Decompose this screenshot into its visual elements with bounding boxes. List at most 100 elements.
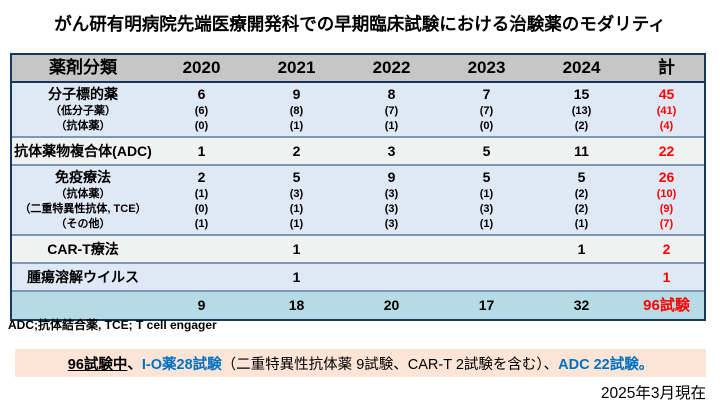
year-value-cell: 5 [577,169,586,185]
table-subrow: （低分子薬） (6) (8) (7) (7) (13) (41) [12,104,704,119]
total-value-cell: 22 [658,143,675,159]
year-value-cell: (8) [289,105,304,117]
year-value-cell: 17 [478,297,495,313]
year-value-cell: (6) [194,105,209,117]
row-label: 腫瘍溶解ウイルス [27,269,139,285]
row-label: 抗体薬物複合体(ADC) [14,143,152,159]
year-value-cell: 9 [387,169,396,185]
year-value-cell: 18 [288,297,305,313]
summary-highlight-box: 96試験中、 I-O薬28試験 （二重特異性抗体薬 9試験、CAR-T 2試験を含む… [15,349,706,377]
table-subrow: （抗体薬） (1) (3) (3) (1) (2) (10) [12,187,704,202]
year-value-cell: 20 [383,297,400,313]
table-row: 9 18 20 17 32 96試験 [12,294,704,317]
row-label: （二重特異性抗体, TCE） [19,203,147,215]
row-label: 免疫療法 [55,169,111,185]
abbreviation-footnote: ADC;抗体結合薬, TCE; T cell engager [8,318,217,332]
total-value-cell: (41) [656,105,677,117]
row-label: CAR-T療法 [47,241,119,257]
table-row: CAR-T療法 1 1 2 [12,238,704,260]
header-計: 計 [658,58,675,77]
header-drug-class: 薬剤分類 [49,58,117,77]
table-row: 抗体薬物複合体(ADC) 1 2 3 5 11 22 [12,140,704,162]
year-value-cell: (1) [479,218,494,230]
total-value-cell: (7) [659,218,674,230]
table-row-group: 免疫療法 2 5 9 5 5 26 （抗体薬） (1) (3) (3) (1) (2) (10) （二重特異… [12,164,704,234]
summary-text-segment: I-O薬28試験 [141,356,222,373]
year-value-cell: 9 [197,297,206,313]
year-value-cell: 2 [197,169,206,185]
year-value-cell: (2) [574,188,589,200]
year-value-cell: (3) [289,188,304,200]
as-of-date: 2025年3月現在 [600,385,706,402]
year-value-cell: (13) [571,105,592,117]
header-2023: 2023 [467,58,506,77]
total-value-cell: 1 [662,269,671,285]
year-value-cell: 5 [482,169,491,185]
year-value-cell: (3) [384,218,399,230]
header-2021: 2021 [277,58,316,77]
table-row-group: CAR-T療法 1 1 2 [12,234,704,262]
table-row-group: 9 18 20 17 32 96試験 [12,290,704,319]
year-value-cell: (1) [384,120,399,132]
header-2022: 2022 [372,58,411,77]
page-title: がん研有明病院先端医療開発科での早期臨床試験における治験薬のモダリティ [54,14,666,34]
year-value-cell: 1 [292,269,301,285]
table-row-group: 抗体薬物複合体(ADC) 1 2 3 5 11 22 [12,136,704,164]
year-value-cell: (7) [479,105,494,117]
year-value-cell: (1) [194,218,209,230]
table-subrow: （その他） (1) (1) (3) (1) (1) (7) [12,217,704,232]
year-value-cell: 9 [292,86,301,102]
table-header-row: 薬剤分類 2020 2021 2022 2023 2024 計 [12,55,704,83]
year-value-cell: (1) [289,203,304,215]
header-2024: 2024 [562,58,601,77]
modality-table: 薬剤分類 2020 2021 2022 2023 2024 計 分子標的薬 6 9 8 7 15 45 （… [10,53,706,321]
table-row-group: 分子標的薬 6 9 8 7 15 45 （低分子薬） (6) (8) (7) (7) (13) (41) （… [12,83,704,136]
year-value-cell: 7 [482,86,491,102]
year-value-cell: (2) [574,203,589,215]
year-value-cell: 3 [387,143,396,159]
year-value-cell: 11 [574,143,589,159]
total-value-cell: (10) [656,188,677,200]
total-value-cell: 45 [658,86,675,102]
total-value-cell: 96試験 [643,297,690,314]
table-row: 腫瘍溶解ウイルス 1 1 [12,266,704,288]
year-value-cell: (2) [574,120,589,132]
row-label: 分子標的薬 [48,86,118,102]
year-value-cell: 32 [573,297,590,313]
row-label: （低分子薬） [50,105,116,117]
summary-text-segment: 96試験中 [67,356,128,373]
year-value-cell: (3) [384,188,399,200]
summary-text-segment: ADC 22試験。 [558,356,654,373]
year-value-cell: (1) [289,120,304,132]
row-label: （抗体薬） [55,120,111,132]
year-value-cell: 6 [197,86,206,102]
year-value-cell: (7) [384,105,399,117]
year-value-cell: 8 [387,86,396,102]
row-label: （抗体薬） [55,188,111,200]
total-value-cell: 2 [662,241,671,257]
year-value-cell: (0) [194,120,209,132]
year-value-cell: (1) [574,218,589,230]
year-value-cell: (1) [479,188,494,200]
year-value-cell: 5 [482,143,491,159]
table-body: 分子標的薬 6 9 8 7 15 45 （低分子薬） (6) (8) (7) (7) (13) (41) （… [12,83,704,319]
total-value-cell: (4) [659,120,674,132]
row-label: （その他） [55,218,111,230]
summary-text-segment: （二重特異性抗体薬 9試験、CAR-T 2試験を含む）、 [221,356,559,373]
year-value-cell: (1) [289,218,304,230]
header-2020: 2020 [182,58,221,77]
year-value-cell: 1 [577,241,586,257]
year-value-cell: 5 [292,169,301,185]
year-value-cell: (3) [384,203,399,215]
year-value-cell: (0) [479,120,494,132]
table-row: 分子標的薬 6 9 8 7 15 45 [12,85,704,104]
year-value-cell: (1) [194,188,209,200]
table-subrow: （二重特異性抗体, TCE） (0) (1) (3) (3) (2) (9) [12,202,704,217]
year-value-cell: 1 [292,241,301,257]
year-value-cell: (3) [479,203,494,215]
table-subrow: （抗体薬） (0) (1) (1) (0) (2) (4) [12,119,704,134]
year-value-cell: 2 [292,143,301,159]
summary-text-segment: 、 [127,356,142,373]
table-row: 免疫療法 2 5 9 5 5 26 [12,168,704,187]
